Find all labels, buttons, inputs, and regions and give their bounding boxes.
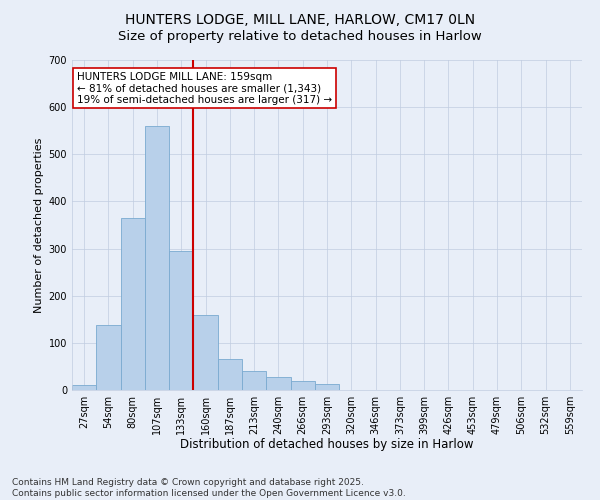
Bar	[218, 360, 242, 390]
Bar	[121, 218, 145, 390]
Bar	[72, 386, 96, 390]
Text: Contains HM Land Registry data © Crown copyright and database right 2025.
Contai: Contains HM Land Registry data © Crown c…	[12, 478, 406, 498]
Text: HUNTERS LODGE, MILL LANE, HARLOW, CM17 0LN: HUNTERS LODGE, MILL LANE, HARLOW, CM17 0…	[125, 12, 475, 26]
Bar	[169, 251, 193, 390]
Bar	[145, 126, 169, 390]
Text: HUNTERS LODGE MILL LANE: 159sqm
← 81% of detached houses are smaller (1,343)
19%: HUNTERS LODGE MILL LANE: 159sqm ← 81% of…	[77, 72, 332, 105]
Bar	[96, 325, 121, 390]
Bar	[242, 371, 266, 390]
Bar	[290, 380, 315, 390]
X-axis label: Distribution of detached houses by size in Harlow: Distribution of detached houses by size …	[180, 438, 474, 452]
Text: Size of property relative to detached houses in Harlow: Size of property relative to detached ho…	[118, 30, 482, 43]
Bar	[193, 314, 218, 390]
Y-axis label: Number of detached properties: Number of detached properties	[34, 138, 44, 312]
Bar	[315, 384, 339, 390]
Bar	[266, 377, 290, 390]
